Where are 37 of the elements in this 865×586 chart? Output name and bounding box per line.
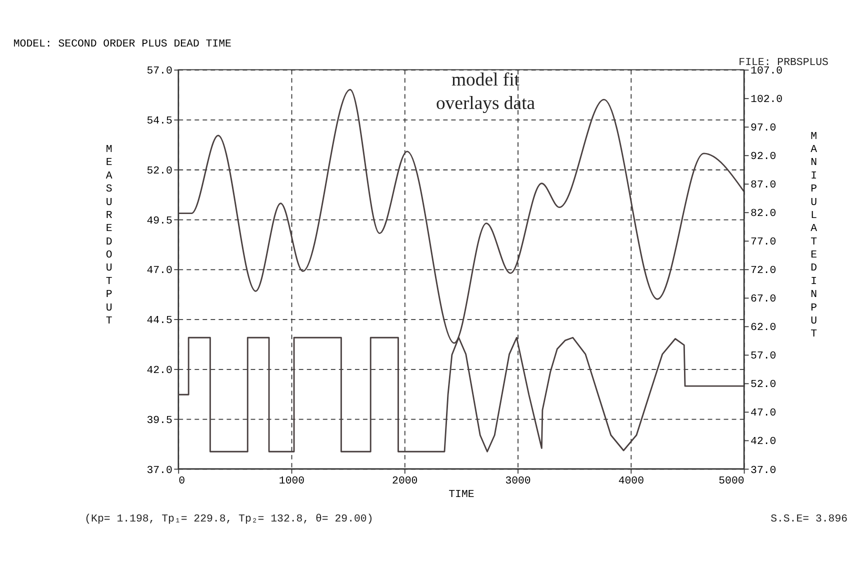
x-tick-label: 5000 (718, 475, 744, 488)
y2-tick-label: 37.0 (750, 464, 776, 477)
y-tick-label: 44.5 (146, 315, 172, 328)
text: (Kp= 1.198, Tp₁= 229.8, Tp₂= 132.8, θ= 29.00) (84, 513, 374, 526)
text: MEASURED OUTPUT (106, 144, 112, 328)
y2-tick-label: 67.0 (750, 294, 776, 306)
y-tick-label: 47.0 (146, 265, 172, 278)
x-tick-label: 4000 (618, 475, 644, 488)
y2-tick-label: 102.0 (750, 94, 783, 106)
y-tick-label: 52.0 (146, 165, 172, 178)
y-tick-label: 39.5 (146, 414, 172, 427)
x-tick-label: 2000 (392, 475, 418, 488)
y2-tick-label: 42.0 (750, 436, 776, 448)
text: MANIPULATED INPUT (810, 130, 817, 341)
y2-tick-label: 57.0 (750, 350, 776, 363)
x-tick-label: 0 (178, 475, 186, 488)
y2-tick-label: 92.0 (750, 151, 776, 164)
y2-tick-label: 97.0 (750, 122, 776, 135)
y2-tick-label: 52.0 (750, 379, 776, 392)
y-tick-label: 49.5 (146, 215, 172, 228)
annotation: model fit overlays data (436, 70, 536, 114)
y2-tick-label: 72.0 (750, 265, 776, 278)
y-tick-label: 42.0 (146, 364, 172, 377)
y2-tick-label: 82.0 (750, 208, 776, 220)
x-axis-title: TIME (448, 488, 474, 501)
y-tick-label: 54.5 (146, 116, 172, 128)
x-tick-label: 3000 (505, 475, 531, 488)
y2-tick-label: 47.0 (750, 408, 776, 420)
text: S.S.E= 3.896 (770, 513, 848, 526)
x-tick-label: 1000 (278, 475, 305, 488)
chart-title: MODEL: SECOND ORDER PLUS DEAD TIME (13, 38, 232, 50)
y2-tick-label: 77.0 (750, 236, 776, 249)
y2-tick-label: 62.0 (750, 322, 776, 334)
y-tick-label: 37.0 (146, 464, 172, 477)
y2-tick-label: 87.0 (750, 180, 776, 192)
y2-tick-label: 107.0 (750, 66, 783, 78)
y-tick-label: 57.0 (146, 66, 172, 78)
